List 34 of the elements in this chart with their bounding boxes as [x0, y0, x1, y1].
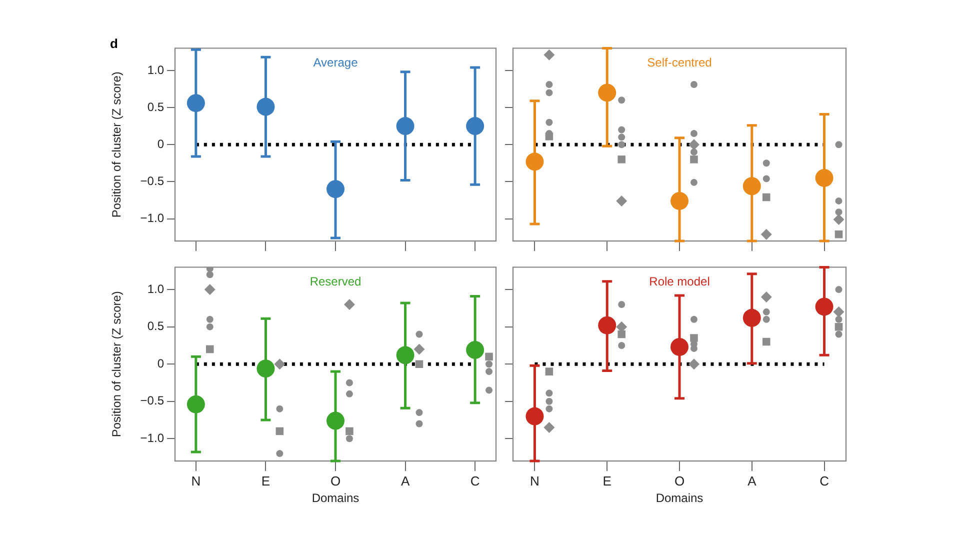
point: [326, 180, 344, 198]
y-tick-label: 0: [157, 136, 164, 151]
x-tick-label: C: [820, 473, 829, 488]
y-tick-label: −0.5: [140, 174, 164, 188]
x-tick-label: E: [602, 473, 612, 488]
y-axis-title: Position of cluster (Z score): [110, 72, 124, 218]
text: d: [110, 36, 118, 52]
y-tick-label: −1.0: [140, 430, 164, 445]
x-tick-label: A: [400, 473, 410, 488]
point: [396, 117, 414, 136]
y-tick-label: −1.0: [140, 211, 164, 226]
y-tick-label: 0: [157, 356, 164, 370]
x-tick-label: N: [191, 473, 201, 488]
y-axis-title: Position of cluster (Z score): [110, 291, 124, 438]
y-tick-label: 0.5: [147, 319, 164, 334]
x-tick-label: A: [748, 473, 757, 488]
y-tick-label: 0.5: [147, 100, 164, 114]
x-tick-label: C: [470, 473, 480, 488]
text: Role model: [649, 274, 710, 289]
x-tick-label: E: [261, 473, 270, 488]
y-tick-label: 1.0: [147, 62, 164, 77]
x-tick-label: O: [330, 473, 341, 488]
text: Reserved: [310, 274, 362, 289]
point: [466, 117, 484, 136]
text: Self-centred: [647, 56, 712, 70]
x-tick-label: O: [674, 473, 685, 488]
x-axis-title: Domains: [312, 491, 360, 506]
y-tick-label: −0.5: [140, 394, 164, 408]
text: Average: [313, 56, 358, 70]
y-tick-label: 1.0: [147, 282, 164, 296]
point: [186, 94, 205, 112]
x-tick-label: N: [530, 473, 540, 488]
x-axis-title: Domains: [656, 491, 704, 506]
point: [256, 98, 275, 116]
